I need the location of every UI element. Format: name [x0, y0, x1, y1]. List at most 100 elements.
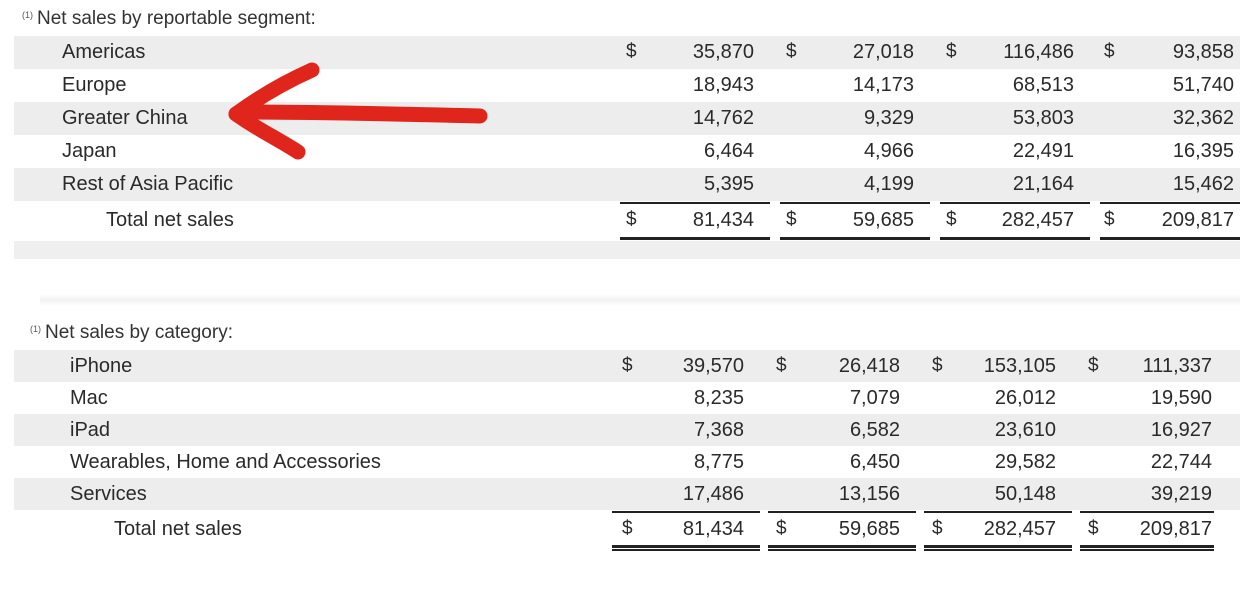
table-footer-band [14, 241, 1240, 259]
cell-value: 15,462 [1172, 173, 1234, 195]
subtotal-rule [612, 511, 760, 513]
currency-symbol: $ [776, 518, 787, 539]
currency-symbol: $ [1088, 518, 1099, 539]
cell-value: 51,740 [1172, 74, 1234, 96]
table-row: Wearables, Home and Accessories 8,775 6,45… [14, 446, 1240, 478]
row-label: iPad [70, 419, 111, 441]
total-label: Total net sales [114, 518, 242, 540]
total-value: 59,685 [852, 209, 914, 231]
row-label: iPhone [70, 355, 133, 377]
currency-symbol: $ [622, 518, 633, 539]
total-double-rule [924, 545, 1072, 551]
cell-value: 9,329 [863, 107, 914, 129]
cell-value: 13,156 [838, 483, 900, 505]
cell-value: 16,395 [1172, 140, 1234, 162]
currency-symbol: $ [626, 41, 637, 62]
cell-value: 14,762 [692, 107, 754, 129]
currency-symbol: $ [946, 41, 957, 62]
subtotal-rule [768, 511, 916, 513]
cell-value: 4,966 [863, 140, 914, 162]
subtotal-rule [940, 202, 1090, 204]
cell-value: 32,362 [1172, 107, 1234, 129]
cell-value: 4,199 [863, 173, 914, 195]
row-label: Mac [70, 387, 108, 409]
row-label: Services [70, 483, 147, 505]
currency-symbol: $ [622, 355, 633, 376]
cell-value: 27,018 [852, 41, 914, 63]
total-value: 59,685 [838, 518, 900, 540]
cell-value: 7,368 [693, 419, 744, 441]
subtotal-rule [1100, 202, 1240, 204]
table-row: Services 17,486 13,156 50,148 39,219 [14, 478, 1240, 510]
cell-value: 5,395 [703, 173, 754, 195]
cell-value: 50,148 [994, 483, 1056, 505]
cell-value: 17,486 [682, 483, 744, 505]
currency-symbol: $ [1088, 355, 1099, 376]
cell-value: 116,486 [1003, 41, 1074, 63]
currency-symbol: $ [626, 209, 637, 230]
segment-heading-text: Net sales by reportable segment: [37, 8, 316, 29]
cell-value: 8,775 [693, 451, 744, 473]
total-row: Total net sales $81,434 $59,685 $282,457 $20… [14, 204, 1240, 237]
row-label: Wearables, Home and Accessories [70, 451, 381, 473]
table-row: Mac 8,235 7,079 26,012 19,590 [14, 382, 1240, 414]
cell-value: 21,164 [1012, 173, 1074, 195]
row-label: Americas [62, 41, 146, 63]
currency-symbol: $ [776, 355, 787, 376]
category-table-heading: (1) Net sales by category: [30, 322, 233, 344]
cell-value: 26,012 [994, 387, 1056, 409]
currency-symbol: $ [932, 355, 943, 376]
total-value: 209,817 [1161, 209, 1234, 231]
cell-value: 19,590 [1150, 387, 1212, 409]
table-row: Greater China 14,762 9,329 53,803 32,362 [14, 102, 1240, 135]
segment-table-heading: (1) Net sales by reportable segment: [22, 8, 316, 30]
row-label: Europe [62, 74, 127, 96]
section-divider [40, 294, 1240, 306]
total-double-rule [768, 545, 916, 551]
total-double-rule [612, 545, 760, 551]
table-row: Rest of Asia Pacific 5,395 4,199 21,164 15,4… [14, 168, 1240, 201]
cell-value: 23,610 [994, 419, 1056, 441]
cell-value: 18,943 [692, 74, 754, 96]
cell-value: 35,870 [692, 41, 754, 63]
cell-value: 53,803 [1012, 107, 1074, 129]
currency-symbol: $ [786, 41, 797, 62]
cell-value: 22,491 [1012, 140, 1074, 162]
footnote-marker: (1) [30, 324, 41, 334]
total-value: 282,457 [1001, 209, 1074, 231]
row-label: Rest of Asia Pacific [62, 173, 234, 195]
cell-value: 39,219 [1150, 483, 1212, 505]
cell-value: 22,744 [1150, 451, 1212, 473]
footnote-marker: (1) [22, 10, 33, 20]
table-row: Europe 18,943 14,173 68,513 51,740 [14, 69, 1240, 102]
total-label: Total net sales [106, 209, 234, 231]
currency-symbol: $ [932, 518, 943, 539]
cell-value: 6,450 [849, 451, 900, 473]
table-row: iPad 7,368 6,582 23,610 16,927 [14, 414, 1240, 446]
total-row: Total net sales $81,434 $59,685 $282,457 $20… [14, 513, 1240, 545]
total-double-rule [1080, 545, 1214, 551]
subtotal-rule [780, 202, 930, 204]
category-heading-text: Net sales by category: [45, 322, 233, 343]
cell-value: 111,337 [1142, 355, 1212, 377]
row-label: Japan [62, 140, 117, 162]
subtotal-rule [620, 202, 770, 204]
cell-value: 6,464 [703, 140, 754, 162]
table-row: Americas $35,870 $27,018 $116,486 $93,858 [14, 36, 1240, 69]
total-value: 81,434 [692, 209, 754, 231]
row-label: Greater China [62, 107, 188, 129]
currency-symbol: $ [1104, 209, 1115, 230]
subtotal-rule [1080, 511, 1214, 513]
cell-value: 26,418 [838, 355, 900, 377]
table-row: iPhone $39,570 $26,418 $153,105 $111,337 [14, 350, 1240, 382]
subtotal-rule [924, 511, 1072, 513]
total-value: 209,817 [1139, 518, 1212, 540]
currency-symbol: $ [946, 209, 957, 230]
currency-symbol: $ [786, 209, 797, 230]
cell-value: 16,927 [1150, 419, 1212, 441]
cell-value: 68,513 [1012, 74, 1074, 96]
total-value: 81,434 [682, 518, 744, 540]
cell-value: 6,582 [849, 419, 900, 441]
cell-value: 7,079 [849, 387, 900, 409]
currency-symbol: $ [1104, 41, 1115, 62]
